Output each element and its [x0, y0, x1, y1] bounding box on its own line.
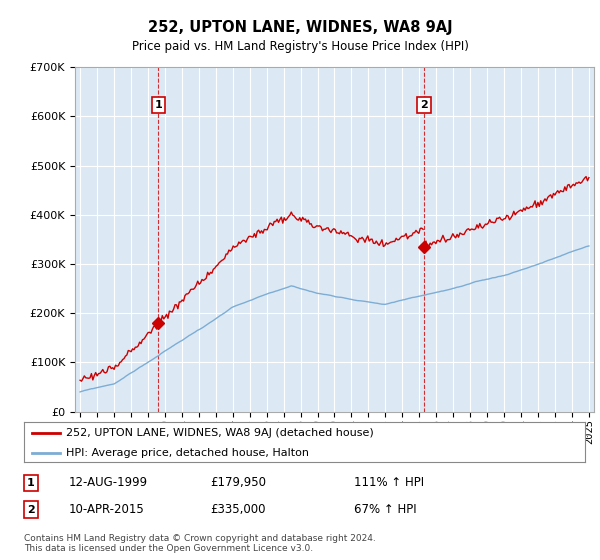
Text: 252, UPTON LANE, WIDNES, WA8 9AJ (detached house): 252, UPTON LANE, WIDNES, WA8 9AJ (detach…: [66, 428, 374, 438]
Text: 2: 2: [420, 100, 428, 110]
Text: Contains HM Land Registry data © Crown copyright and database right 2024.
This d: Contains HM Land Registry data © Crown c…: [24, 534, 376, 553]
Text: 252, UPTON LANE, WIDNES, WA8 9AJ: 252, UPTON LANE, WIDNES, WA8 9AJ: [148, 20, 452, 35]
Text: £179,950: £179,950: [210, 476, 266, 489]
Text: 10-APR-2015: 10-APR-2015: [69, 503, 145, 516]
Text: 12-AUG-1999: 12-AUG-1999: [69, 476, 148, 489]
Text: 111% ↑ HPI: 111% ↑ HPI: [354, 476, 424, 489]
Text: 1: 1: [27, 478, 35, 488]
Text: 2: 2: [27, 505, 35, 515]
Text: 67% ↑ HPI: 67% ↑ HPI: [354, 503, 416, 516]
Text: HPI: Average price, detached house, Halton: HPI: Average price, detached house, Halt…: [66, 448, 309, 458]
Text: £335,000: £335,000: [210, 503, 265, 516]
Text: 1: 1: [155, 100, 162, 110]
Text: Price paid vs. HM Land Registry's House Price Index (HPI): Price paid vs. HM Land Registry's House …: [131, 40, 469, 53]
